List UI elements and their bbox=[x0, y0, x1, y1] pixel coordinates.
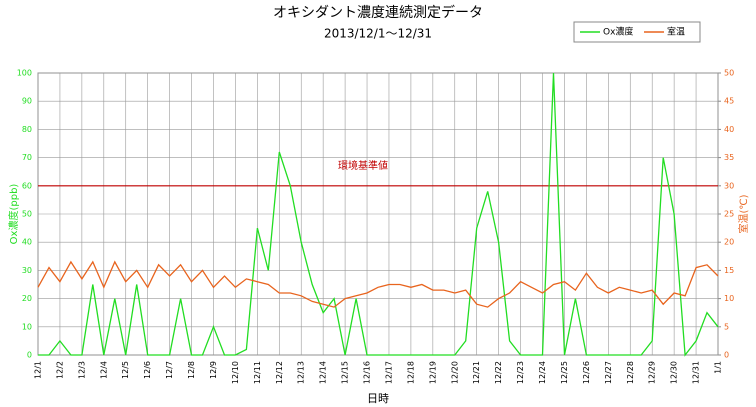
legend-label: 室温 bbox=[667, 26, 685, 38]
y-tick-label: 80 bbox=[22, 125, 32, 134]
x-tick-label: 12/4 bbox=[99, 361, 108, 379]
x-tick-label: 12/29 bbox=[648, 361, 657, 384]
chart-title: オキシダント濃度連続測定データ bbox=[273, 4, 483, 21]
y-tick-label: 90 bbox=[22, 97, 32, 106]
x-axis-title: 日時 bbox=[367, 392, 389, 405]
x-tick-label: 12/1 bbox=[34, 361, 43, 379]
x-tick-label: 12/5 bbox=[121, 361, 130, 379]
x-tick-label: 12/30 bbox=[670, 361, 679, 384]
x-tick-label: 12/21 bbox=[472, 361, 481, 384]
x-tick-label: 12/6 bbox=[143, 361, 152, 379]
x-tick-label: 12/2 bbox=[55, 361, 64, 379]
x-tick-label: 12/15 bbox=[341, 361, 350, 384]
x-tick-label: 12/9 bbox=[209, 361, 218, 379]
chart-subtitle: 2013/12/1～12/31 bbox=[324, 27, 432, 41]
x-tick-label: 12/14 bbox=[319, 361, 328, 384]
y-axis-title: Ox濃度(ppb) bbox=[7, 184, 20, 245]
legend-box bbox=[573, 21, 701, 43]
y2-tick-label: 45 bbox=[724, 97, 734, 106]
reference-label: 環境基準値 bbox=[338, 159, 388, 172]
y-tick-label: 60 bbox=[22, 181, 32, 190]
x-tick-label: 12/31 bbox=[692, 361, 701, 384]
y-tick-label: 70 bbox=[22, 153, 32, 162]
legend-label: Ox濃度 bbox=[603, 26, 633, 38]
x-tick-label: 12/24 bbox=[538, 361, 547, 384]
y2-tick-label: 10 bbox=[724, 294, 734, 303]
series-line bbox=[38, 72, 719, 357]
y2-tick-label: 5 bbox=[724, 322, 729, 331]
x-tick-label: 12/27 bbox=[604, 361, 613, 384]
x-tick-label: 12/16 bbox=[363, 361, 372, 384]
x-tick-label: 12/25 bbox=[560, 361, 569, 384]
y2-tick-label: 40 bbox=[724, 125, 734, 134]
y-tick-label: 100 bbox=[17, 69, 32, 78]
y-tick-label: 0 bbox=[27, 351, 32, 360]
x-tick-label: 12/13 bbox=[297, 361, 306, 384]
x-tick-label: 12/11 bbox=[253, 361, 262, 384]
x-tick-label: 12/10 bbox=[231, 361, 240, 384]
x-tick-label: 12/20 bbox=[450, 361, 459, 384]
y2-tick-label: 50 bbox=[724, 69, 734, 78]
y-tick-label: 20 bbox=[22, 294, 32, 303]
x-tick-label: 12/22 bbox=[494, 361, 503, 384]
x-tick-label: 12/3 bbox=[77, 361, 86, 379]
x-tick-label: 12/17 bbox=[384, 361, 393, 384]
y2-tick-label: 35 bbox=[724, 153, 734, 162]
x-tick-label: 12/23 bbox=[516, 361, 525, 384]
x-tick-label: 12/12 bbox=[275, 361, 284, 384]
series-line bbox=[37, 260, 719, 308]
y-tick-label: 50 bbox=[22, 210, 32, 219]
y2-tick-label: 30 bbox=[724, 181, 734, 190]
y-tick-label: 40 bbox=[22, 238, 32, 247]
y2-tick-label: 20 bbox=[724, 238, 734, 247]
y2-axis-title: 室温(℃) bbox=[737, 194, 750, 233]
y2-tick-label: 15 bbox=[724, 266, 734, 275]
x-tick-label: 1/1 bbox=[714, 361, 723, 374]
x-tick-label: 12/8 bbox=[187, 361, 196, 379]
x-tick-label: 12/18 bbox=[406, 361, 415, 384]
x-tick-label: 12/26 bbox=[582, 361, 591, 384]
x-tick-label: 12/19 bbox=[428, 361, 437, 384]
y-tick-label: 30 bbox=[22, 266, 32, 275]
y2-tick-label: 0 bbox=[724, 351, 729, 360]
y2-tick-label: 25 bbox=[724, 210, 734, 219]
x-tick-label: 12/7 bbox=[165, 361, 174, 379]
y-tick-label: 10 bbox=[22, 322, 32, 331]
x-tick-label: 12/28 bbox=[626, 361, 635, 384]
